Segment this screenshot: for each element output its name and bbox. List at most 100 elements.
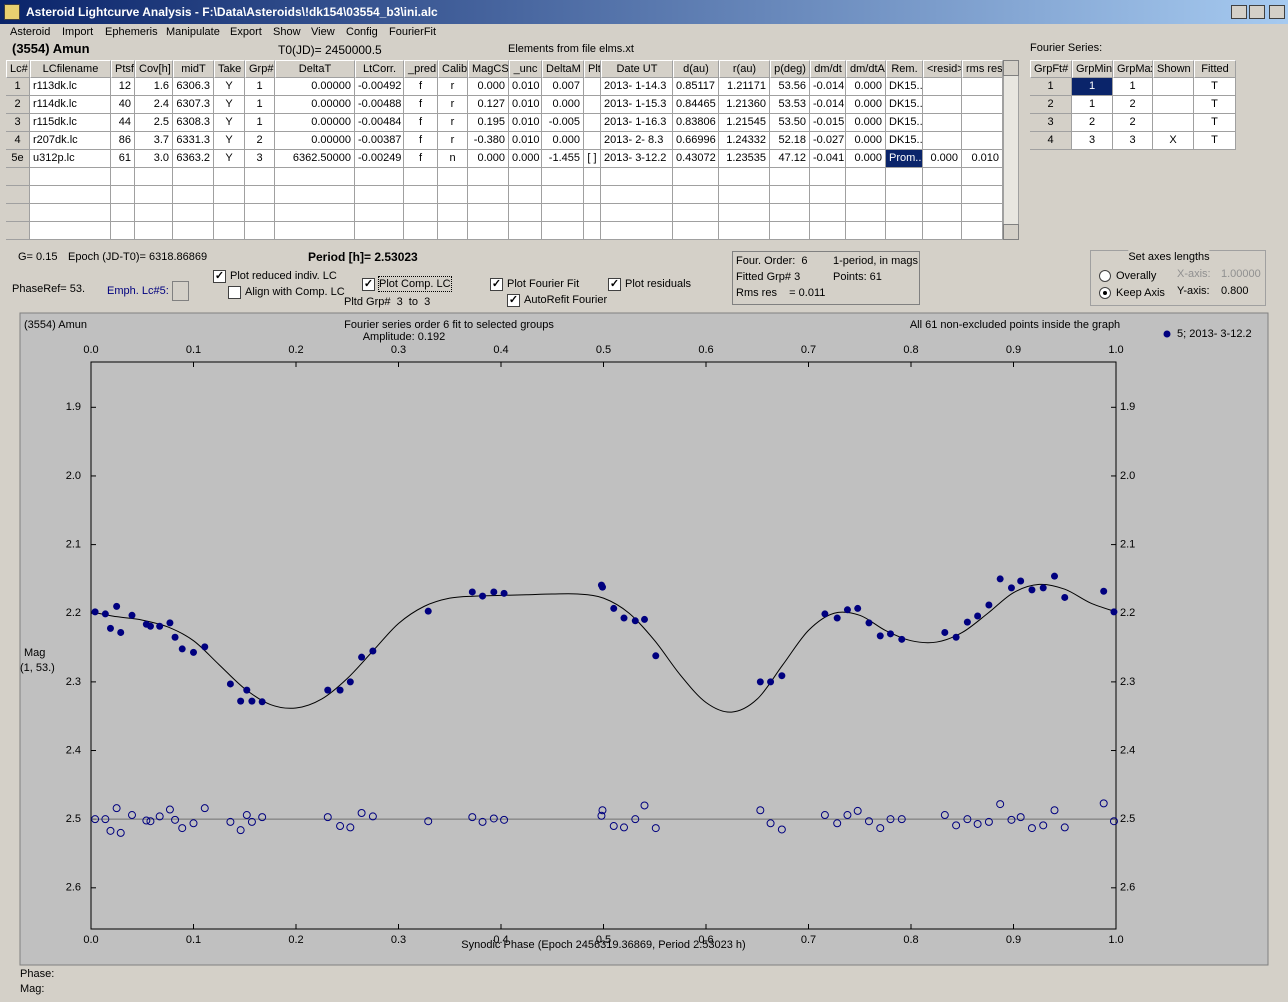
table-cell: 1.6: [135, 78, 173, 96]
menu-item[interactable]: Manipulate: [166, 26, 220, 38]
menu-item[interactable]: Export: [230, 26, 262, 38]
table-cell: [923, 114, 962, 132]
data-point: [963, 618, 971, 626]
table-cell: Y: [214, 78, 245, 96]
menu-item[interactable]: Show: [273, 26, 301, 38]
x-tick-label: 0.6: [698, 344, 713, 356]
checkbox-label[interactable]: AutoRefit Fourier: [524, 294, 608, 306]
emph-label: Emph. Lc#5:: [107, 285, 169, 297]
checkbox[interactable]: ✓: [213, 270, 226, 283]
object-name: (3554) Amun: [12, 41, 90, 56]
spinner[interactable]: [172, 281, 189, 301]
table-cell: 0.000: [542, 132, 584, 150]
table-cell: [719, 204, 770, 222]
radio-label[interactable]: Keep Axis: [1116, 287, 1165, 299]
table-cell: f: [404, 96, 438, 114]
column-header: rms res: [962, 60, 1003, 78]
row-header: 3: [6, 114, 30, 132]
table-cell: 44: [111, 114, 135, 132]
residual-point: [489, 814, 498, 823]
checkbox[interactable]: ✓: [362, 278, 375, 291]
table-cell: 1: [1072, 96, 1113, 114]
menu-item[interactable]: FourierFit: [389, 26, 437, 38]
table-cell: [886, 186, 923, 204]
x-tick-label: 0.6: [698, 934, 713, 946]
table-cell: 0.000: [468, 150, 509, 168]
menu-item[interactable]: Ephemeris: [105, 26, 158, 38]
residual-point: [651, 824, 660, 833]
scroll-up[interactable]: [1003, 60, 1019, 76]
checkbox[interactable]: ✓: [507, 294, 520, 307]
menu-item[interactable]: Asteroid: [10, 26, 51, 38]
residual-point: [996, 800, 1005, 809]
table-cell: [275, 168, 355, 186]
menu-item[interactable]: View: [311, 26, 335, 38]
data-point: [424, 607, 432, 615]
residual-point: [146, 817, 155, 826]
table-cell: 3: [1113, 132, 1153, 150]
data-point: [756, 678, 764, 686]
table-cell: [923, 132, 962, 150]
x-axis-label: X-axis:: [1177, 268, 1211, 280]
table-cell: [173, 186, 214, 204]
checkbox-label[interactable]: Align with Comp. LC: [245, 286, 345, 298]
data-point: [226, 680, 234, 688]
column-header: MagCS: [468, 60, 509, 78]
x-tick-label: 0.2: [288, 934, 303, 946]
table-cell: [245, 222, 275, 240]
close-button[interactable]: [1269, 5, 1285, 19]
radio[interactable]: [1099, 287, 1111, 299]
data-point: [843, 606, 851, 614]
residual-point: [106, 826, 115, 835]
residual-point: [756, 806, 765, 815]
menu-item[interactable]: Import: [62, 26, 94, 38]
checkbox[interactable]: [228, 286, 241, 299]
data-point: [479, 592, 487, 600]
scrollbar[interactable]: [1003, 60, 1019, 240]
table-cell: 1: [1113, 78, 1153, 96]
table-cell: 0.83806: [673, 114, 719, 132]
checkbox-label[interactable]: Plot Fourier Fit: [507, 278, 580, 290]
data-point: [324, 686, 332, 694]
column-header: Cov[h]: [135, 60, 173, 78]
table-cell: 0.010: [509, 78, 542, 96]
table-cell: r: [438, 114, 468, 132]
table-cell: [542, 168, 584, 186]
menu-item[interactable]: Config: [346, 26, 378, 38]
table-cell: [770, 222, 810, 240]
data-point: [887, 630, 894, 638]
checkbox-label[interactable]: Plot Comp. LC: [378, 276, 452, 292]
checkbox[interactable]: ✓: [608, 278, 621, 291]
data-point: [178, 645, 186, 653]
checkbox-label[interactable]: Plot reduced indiv. LC: [230, 270, 337, 282]
residual-point: [1109, 817, 1118, 826]
data-point: [652, 652, 660, 660]
table-cell: [135, 204, 173, 222]
title-bar: [0, 0, 1288, 24]
radio-label[interactable]: Overally: [1116, 270, 1157, 282]
x-tick-label: 0.4: [493, 934, 508, 946]
table-cell: 2: [1072, 114, 1113, 132]
row-header: [6, 168, 30, 186]
table-cell: -1.455: [542, 150, 584, 168]
plot-note: All 61 non-excluded points inside the gr…: [910, 319, 1120, 331]
checkbox-label[interactable]: Plot residuals: [625, 278, 692, 290]
table-cell: 1.21545: [719, 114, 770, 132]
elements-label: Elements from file elms.xt: [508, 43, 634, 55]
x-axis-value: 1.00000: [1221, 268, 1261, 280]
x-tick-label: 0.3: [391, 934, 406, 946]
residual-point: [598, 806, 607, 815]
residual-point: [178, 824, 187, 833]
residual-point: [500, 815, 509, 824]
checkbox[interactable]: ✓: [490, 278, 503, 291]
table-cell: 6306.3: [173, 78, 214, 96]
minimize-button[interactable]: [1231, 5, 1247, 19]
maximize-button[interactable]: [1249, 5, 1265, 19]
table-cell: [719, 222, 770, 240]
table-cell: [584, 168, 601, 186]
table-cell: [923, 78, 962, 96]
residual-point: [886, 815, 895, 824]
table-cell: 0.000: [468, 78, 509, 96]
radio[interactable]: [1099, 270, 1111, 282]
scroll-down[interactable]: [1003, 224, 1019, 240]
